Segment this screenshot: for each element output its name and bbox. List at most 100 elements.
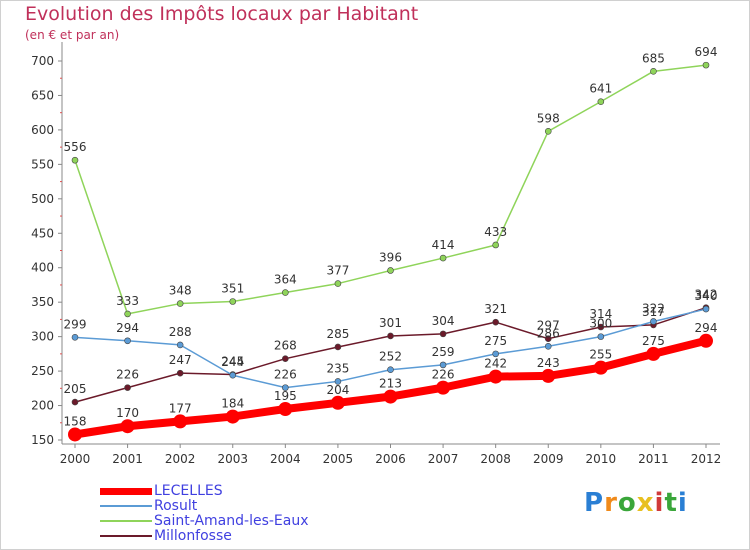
data-label-rosult: 322 — [642, 301, 665, 315]
data-label-millonfosse: 247 — [169, 353, 192, 367]
data-label-lecelles: 294 — [695, 321, 718, 335]
data-point-millonfosse — [439, 330, 447, 338]
data-point-rosult — [124, 337, 131, 345]
data-label-lecelles: 195 — [274, 389, 297, 403]
series-line-saint-amand-les-eaux — [74, 64, 707, 315]
data-point-saint-amand-les-eaux — [387, 267, 394, 274]
data-label-rosult: 226 — [274, 368, 297, 382]
data-label-rosult: 252 — [379, 350, 402, 364]
data-label-lecelles: 184 — [221, 397, 244, 411]
x-tick-label: 2009 — [533, 452, 564, 466]
data-label-millonfosse: 297 — [537, 319, 560, 333]
data-point-lecelles — [225, 409, 240, 424]
x-tick-label: 2008 — [480, 452, 511, 466]
x-tick-label: 2001 — [112, 452, 143, 466]
data-point-saint-amand-les-eaux — [597, 98, 605, 105]
data-label-lecelles: 275 — [642, 334, 665, 348]
data-label-millonfosse: 304 — [432, 314, 455, 328]
data-point-lecelles — [330, 395, 345, 410]
data-point-lecelles — [646, 346, 661, 361]
data-point-rosult — [229, 371, 237, 379]
data-point-lecelles — [278, 401, 293, 416]
data-label-millonfosse: 342 — [695, 288, 718, 302]
x-tick-label: 2002 — [165, 452, 196, 466]
y-tick-label: 150 — [31, 433, 54, 447]
y-tick-label: 450 — [31, 226, 54, 240]
data-label-lecelles: 170 — [116, 406, 139, 420]
data-label-lecelles: 242 — [484, 357, 507, 371]
data-point-saint-amand-les-eaux — [334, 280, 342, 287]
data-point-rosult — [702, 305, 710, 313]
data-label-saint-amand-les-eaux: 364 — [274, 273, 297, 287]
data-label-millonfosse: 301 — [379, 316, 402, 330]
data-point-millonfosse — [71, 398, 79, 406]
data-point-rosult — [492, 350, 499, 358]
proxiti-logo: Proxiti — [584, 488, 688, 518]
legend-label-lecelles: LECELLES — [154, 483, 223, 499]
data-point-saint-amand-les-eaux — [71, 156, 79, 164]
data-point-millonfosse — [124, 384, 131, 391]
y-tick-label: 700 — [31, 54, 54, 68]
legend-label-millonfosse: Millonfosse — [154, 528, 232, 544]
data-point-lecelles — [488, 369, 503, 384]
data-label-lecelles: 177 — [169, 401, 192, 415]
chart-title: Evolution des Impôts locaux par Habitant — [25, 3, 419, 25]
data-point-lecelles — [593, 360, 608, 375]
data-point-lecelles — [173, 414, 188, 429]
legend-label-saint-amand: Saint-Amand-les-Eaux — [154, 513, 309, 529]
y-tick-label: 350 — [31, 295, 54, 309]
data-label-rosult: 275 — [484, 334, 507, 348]
data-label-saint-amand-les-eaux: 598 — [537, 111, 560, 125]
data-label-rosult: 300 — [589, 317, 612, 331]
x-tick-label: 2011 — [638, 452, 669, 466]
data-label-millonfosse: 268 — [274, 339, 297, 353]
y-tick-label: 250 — [31, 364, 54, 378]
data-label-saint-amand-les-eaux: 694 — [695, 45, 718, 59]
data-point-saint-amand-les-eaux — [492, 241, 499, 249]
data-label-saint-amand-les-eaux: 433 — [484, 225, 507, 239]
data-point-lecelles — [68, 427, 82, 442]
data-point-rosult — [387, 366, 394, 374]
x-tick-label: 2006 — [375, 452, 406, 466]
legend-swatch-rosult — [100, 505, 152, 507]
data-label-millonfosse: 314 — [589, 307, 612, 321]
data-point-saint-amand-les-eaux — [439, 254, 447, 262]
data-point-millonfosse — [544, 335, 552, 343]
data-label-rosult: 259 — [432, 345, 455, 359]
data-point-rosult — [282, 384, 289, 391]
data-point-rosult — [334, 378, 342, 385]
x-tick-label: 2012 — [691, 452, 722, 466]
data-point-rosult — [544, 342, 552, 350]
data-point-millonfosse — [597, 323, 605, 331]
data-label-saint-amand-les-eaux: 414 — [432, 238, 455, 252]
data-label-millonfosse: 321 — [484, 302, 507, 316]
data-point-millonfosse — [282, 355, 289, 362]
x-tick-label: 2007 — [428, 452, 459, 466]
data-label-saint-amand-les-eaux: 333 — [116, 294, 139, 308]
data-label-rosult: 288 — [169, 325, 192, 339]
data-label-lecelles: 226 — [432, 368, 455, 382]
data-point-saint-amand-les-eaux — [282, 289, 289, 296]
data-point-saint-amand-les-eaux — [544, 127, 552, 135]
legend-swatch-lecelles — [100, 488, 152, 495]
data-point-lecelles — [541, 368, 556, 383]
data-label-saint-amand-les-eaux: 556 — [64, 140, 87, 154]
data-label-rosult: 244 — [221, 355, 244, 369]
data-point-millonfosse — [492, 318, 499, 326]
data-label-saint-amand-les-eaux: 348 — [169, 284, 192, 298]
data-label-rosult: 235 — [326, 361, 349, 375]
data-point-rosult — [597, 333, 605, 340]
data-label-lecelles: 243 — [537, 356, 560, 370]
legend-label-rosult: Rosult — [154, 498, 198, 514]
x-tick-label: 2004 — [270, 452, 301, 466]
data-label-rosult: 299 — [64, 317, 87, 331]
y-tick-label: 600 — [31, 123, 54, 137]
data-label-millonfosse: 285 — [326, 327, 349, 341]
data-point-saint-amand-les-eaux — [124, 310, 131, 318]
x-tick-label: 2010 — [586, 452, 617, 466]
y-tick-label: 650 — [31, 88, 54, 102]
data-point-lecelles — [383, 389, 398, 404]
y-tick-label: 500 — [31, 192, 54, 206]
data-point-rosult — [650, 318, 657, 325]
y-tick-label: 400 — [31, 261, 54, 275]
